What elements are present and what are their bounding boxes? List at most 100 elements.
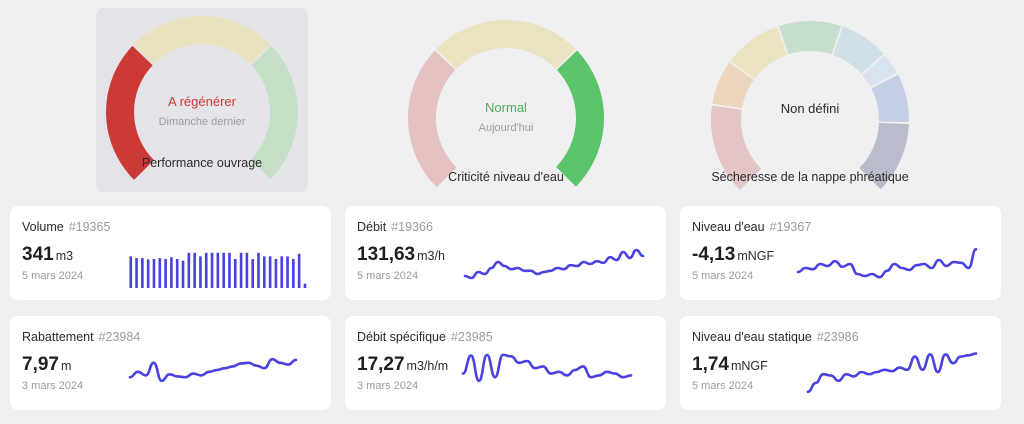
gauge-secheresse-arc xyxy=(711,21,909,190)
spark-bar xyxy=(129,256,133,288)
gauge-card-criticite[interactable]: Normal Aujourd'hui Criticité niveau d'ea… xyxy=(400,8,612,192)
spark-bar xyxy=(216,252,220,288)
gauge-segment xyxy=(778,21,842,55)
metric-id: #19367 xyxy=(769,220,812,234)
gauge-performance-title: Performance ouvrage xyxy=(141,156,263,170)
metric-value: 341 xyxy=(22,244,54,265)
spark-line xyxy=(461,353,633,383)
metric-id: #19366 xyxy=(391,220,433,234)
spark-bar xyxy=(141,258,144,288)
metric-card-niveau-eau[interactable]: Niveau d'eau #19367 -4,13 mNGF 5 mars 2024 xyxy=(680,206,1001,300)
metric-name: Niveau d'eau statique xyxy=(692,330,812,344)
spark-bar xyxy=(135,258,138,288)
spark-bar xyxy=(228,252,231,288)
spark-bar xyxy=(239,252,243,288)
gauge-secheresse-status: Non défini xyxy=(780,101,840,116)
metric-name: Niveau d'eau xyxy=(692,220,765,234)
spark-bar xyxy=(303,283,307,288)
metric-card-volume[interactable]: Volume #19365 341 m3 5 mars 2024 xyxy=(10,206,331,300)
metric-value: 131,63 xyxy=(357,244,416,265)
metric-id: #19365 xyxy=(68,220,111,234)
metric-name: Débit spécifique xyxy=(357,330,446,344)
metric-date: 5 mars 2024 xyxy=(22,270,84,282)
gauge-secheresse-title: Sécheresse de la nappe phréatique xyxy=(711,170,909,184)
metric-id: #23986 xyxy=(816,330,859,344)
metric-name: Rabattement xyxy=(22,330,94,344)
gauge-segment xyxy=(730,26,788,80)
gauge-segment xyxy=(436,20,576,70)
gauge-card-secheresse[interactable]: Non défini Sécheresse de la nappe phréat… xyxy=(700,8,920,192)
metric-unit: mNGF xyxy=(730,359,768,373)
gauge-segment xyxy=(832,26,884,75)
gauge-segment xyxy=(871,74,909,123)
metric-value: 1,74 xyxy=(692,354,729,375)
metric-date: 5 mars 2024 xyxy=(357,270,419,282)
metric-name: Volume xyxy=(22,220,64,234)
rabattement-sparkline xyxy=(128,357,298,383)
metric-value: -4,13 xyxy=(692,244,736,265)
spark-bar xyxy=(286,256,289,288)
debit-sparkline xyxy=(463,248,645,280)
gauge-segment xyxy=(133,16,271,65)
gauge-performance-arc xyxy=(106,16,298,180)
spark-bar xyxy=(257,252,260,288)
spark-bar xyxy=(297,253,301,288)
spark-bar xyxy=(175,258,179,288)
spark-bar xyxy=(199,256,202,288)
gauge-segment xyxy=(858,122,909,190)
spark-line xyxy=(796,247,978,279)
metric-value: 7,97 xyxy=(22,354,59,375)
spark-bar xyxy=(263,256,266,288)
gauge-segment xyxy=(555,50,604,187)
metric-card-debit-specifique[interactable]: Débit spécifique #23985 17,27 m3/h/m 3 mar… xyxy=(345,316,666,410)
spark-line xyxy=(806,352,978,394)
gauge-card-performance[interactable]: A régénérer Dimanche dernier Performance… xyxy=(96,8,308,192)
gauge-criticite-status: Normal xyxy=(485,100,527,115)
metric-date: 3 mars 2024 xyxy=(22,380,84,392)
gauge-performance-status: A régénérer xyxy=(168,94,236,109)
metric-id: #23985 xyxy=(450,330,493,344)
spark-bar xyxy=(181,260,185,288)
metric-unit: m3/h/m xyxy=(406,359,449,373)
debit-specifique-sparkline xyxy=(461,353,633,383)
metric-card-niveau-eau-statique[interactable]: Niveau d'eau statique #23986 1,74 mNGF 5 m… xyxy=(680,316,1001,410)
spark-bar xyxy=(222,252,225,288)
metric-id: #23984 xyxy=(98,330,141,344)
gauge-criticite-title: Criticité niveau d'eau xyxy=(448,170,564,184)
spark-bar xyxy=(170,257,173,288)
gauge-criticite-arc xyxy=(408,20,604,188)
metric-unit: m3/h xyxy=(417,249,445,263)
spark-bar xyxy=(158,258,162,288)
spark-bar xyxy=(204,252,208,288)
spark-bar xyxy=(233,258,237,288)
volume-sparkline xyxy=(129,252,307,288)
spark-bar xyxy=(274,258,278,288)
gauge-segment xyxy=(106,45,155,180)
metric-date: 5 mars 2024 xyxy=(692,380,754,392)
gauge-segment xyxy=(408,50,457,188)
metric-unit: m3 xyxy=(55,249,74,263)
spark-line xyxy=(128,357,298,383)
metric-unit: mNGF xyxy=(737,249,775,263)
spark-bar xyxy=(245,252,249,288)
metric-date: 3 mars 2024 xyxy=(357,380,419,392)
spark-bar xyxy=(164,258,167,288)
gauge-segment xyxy=(861,55,898,88)
spark-bar xyxy=(187,252,191,288)
spark-bar xyxy=(210,252,214,288)
metric-date: 5 mars 2024 xyxy=(692,270,754,282)
gauge-performance-sub: Dimanche dernier xyxy=(158,116,246,128)
spark-bar xyxy=(251,258,254,288)
gauge-criticite-sub: Aujourd'hui xyxy=(478,122,534,134)
gauge-segment xyxy=(711,105,762,190)
spark-bar xyxy=(268,256,272,288)
niveau-eau-statique-sparkline xyxy=(806,352,978,394)
metric-card-rabattement[interactable]: Rabattement #23984 7,97 m 3 mars 2024 xyxy=(10,316,331,410)
spark-line xyxy=(463,248,645,280)
spark-bar xyxy=(146,259,150,288)
gauge-segment xyxy=(712,62,755,110)
spark-bar xyxy=(292,258,295,288)
metric-name: Débit xyxy=(357,220,387,234)
metric-card-debit[interactable]: Débit #19366 131,63 m3/h 5 mars 2024 xyxy=(345,206,666,300)
spark-bar xyxy=(280,256,284,288)
